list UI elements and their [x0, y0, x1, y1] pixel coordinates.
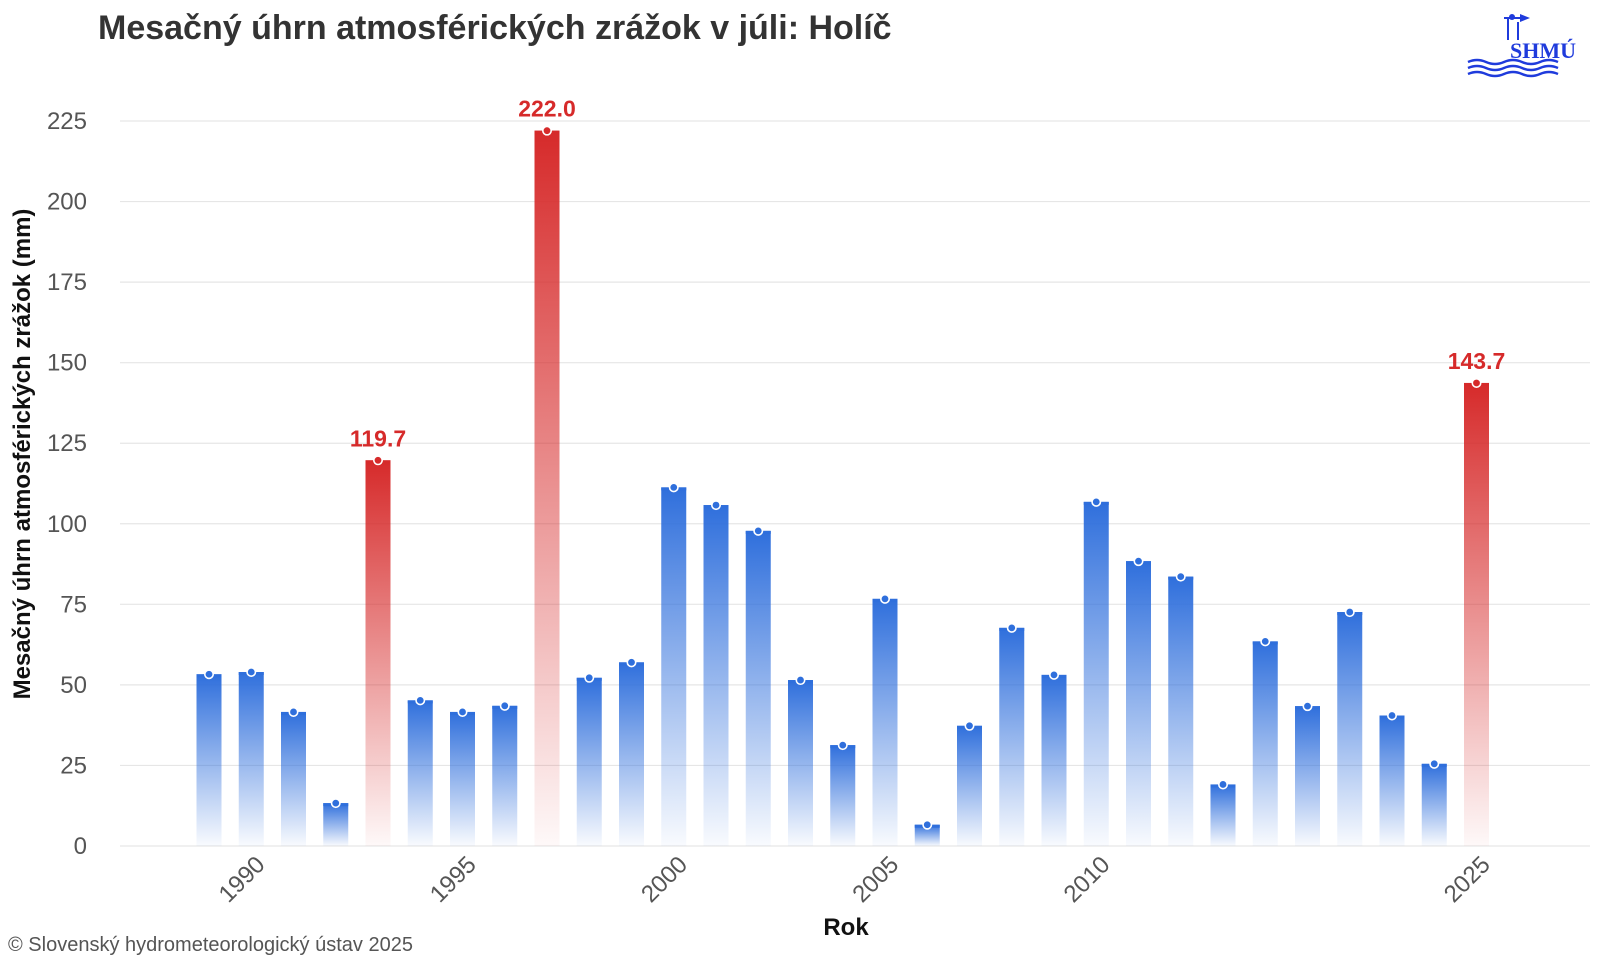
- bar-1992: [323, 803, 349, 846]
- bar-1998: [576, 677, 602, 846]
- data-point: [288, 706, 299, 717]
- data-point: [1175, 571, 1186, 582]
- data-point: [710, 500, 721, 511]
- bar-2002: [745, 530, 771, 846]
- data-point: [1429, 758, 1440, 769]
- data-point: [1387, 710, 1398, 721]
- y-axis-ticks: 0 25 50 75 100 125 150 175 200 225: [47, 108, 87, 860]
- bar-2005: [872, 598, 898, 846]
- bar-2000: [661, 487, 687, 846]
- y-tick-label: 150: [47, 350, 87, 377]
- y-tick-label: 225: [47, 108, 87, 135]
- x-axis-title: Rok: [823, 914, 869, 941]
- bar-2006: [914, 824, 940, 846]
- data-point: [1091, 496, 1102, 507]
- data-point: [964, 720, 975, 731]
- bar-2016: [1337, 612, 1363, 846]
- data-point: [1471, 377, 1482, 388]
- data-point: [1006, 622, 1017, 633]
- bar-1999: [619, 662, 644, 846]
- bars: 119.7 222.0 143.7: [196, 96, 1506, 846]
- bar-2001: [703, 505, 729, 846]
- data-point: [668, 482, 679, 493]
- data-point: [1218, 779, 1229, 790]
- data-point: [372, 455, 383, 466]
- bar-2015: [1295, 706, 1320, 846]
- bar-2018: [1421, 763, 1447, 846]
- y-tick-label: 175: [47, 269, 87, 296]
- y-tick-label: 75: [60, 591, 87, 618]
- y-tick-label: 100: [47, 511, 87, 538]
- data-label-1997: 222.0: [518, 96, 576, 122]
- y-axis-title: Mesačný úhrn atmosférických zrážok (mm): [9, 209, 36, 700]
- data-point: [1302, 701, 1313, 712]
- bar-2003: [788, 680, 813, 846]
- bar-2013: [1210, 784, 1236, 846]
- bar-1995: [450, 711, 475, 846]
- data-point: [1049, 669, 1060, 680]
- data-point: [1260, 636, 1271, 647]
- y-tick-label: 200: [47, 189, 87, 216]
- x-axis-ticks: 1990 1995 2000 2005 2010 2025: [214, 851, 1496, 908]
- bar-2012: [1168, 576, 1194, 846]
- bar-1994: [407, 700, 433, 846]
- bar-2011: [1126, 561, 1151, 846]
- shmu-logo-icon: SHMÚ: [1467, 14, 1576, 78]
- y-tick-label: 50: [60, 672, 87, 699]
- data-point: [795, 675, 806, 686]
- y-tick-label: 0: [74, 833, 87, 860]
- chart-title: Mesačný úhrn atmosférických zrážok v júl…: [98, 9, 892, 47]
- data-point: [330, 798, 341, 809]
- bar-2014: [1252, 641, 1278, 846]
- data-point: [837, 740, 848, 751]
- data-point: [626, 657, 637, 668]
- bar-1990: [238, 672, 264, 846]
- data-point: [1133, 556, 1144, 567]
- bar-2007: [957, 725, 982, 846]
- data-point: [246, 666, 257, 677]
- bar-1997: [534, 130, 560, 846]
- data-point: [879, 593, 890, 604]
- bar-2009: [1041, 674, 1067, 846]
- logo-text: SHMÚ: [1510, 38, 1576, 63]
- x-tick-label: 1995: [425, 851, 482, 908]
- data-point: [922, 819, 933, 830]
- x-tick-label: 2010: [1059, 851, 1116, 908]
- data-point: [204, 669, 215, 680]
- data-point: [499, 700, 510, 711]
- bar-1991: [281, 711, 306, 846]
- grid-lines: [120, 120, 1590, 847]
- y-tick-label: 25: [60, 752, 87, 779]
- data-point: [1344, 607, 1355, 618]
- data-point: [584, 672, 595, 683]
- data-label-1993: 119.7: [350, 425, 406, 451]
- x-tick-label: 2005: [847, 851, 904, 908]
- bar-1989: [196, 674, 222, 846]
- data-point: [753, 525, 764, 536]
- bar-2017: [1379, 715, 1405, 846]
- x-tick-label: 1990: [214, 851, 271, 908]
- bar-1996: [492, 705, 518, 846]
- data-point: [415, 695, 426, 706]
- bar-2010: [1083, 501, 1109, 846]
- y-tick-label: 125: [47, 430, 87, 457]
- data-point: [541, 125, 552, 136]
- bar-2025: [1464, 382, 1489, 846]
- copyright-credit: © Slovenský hydrometeorologický ústav 20…: [8, 934, 413, 956]
- bar-2004: [830, 745, 856, 846]
- bar-1993: [365, 460, 391, 846]
- data-label-2025: 143.7: [1448, 348, 1506, 374]
- data-point: [457, 706, 468, 717]
- x-tick-label: 2025: [1439, 851, 1496, 908]
- bar-2008: [999, 627, 1025, 846]
- x-tick-label: 2000: [636, 851, 693, 908]
